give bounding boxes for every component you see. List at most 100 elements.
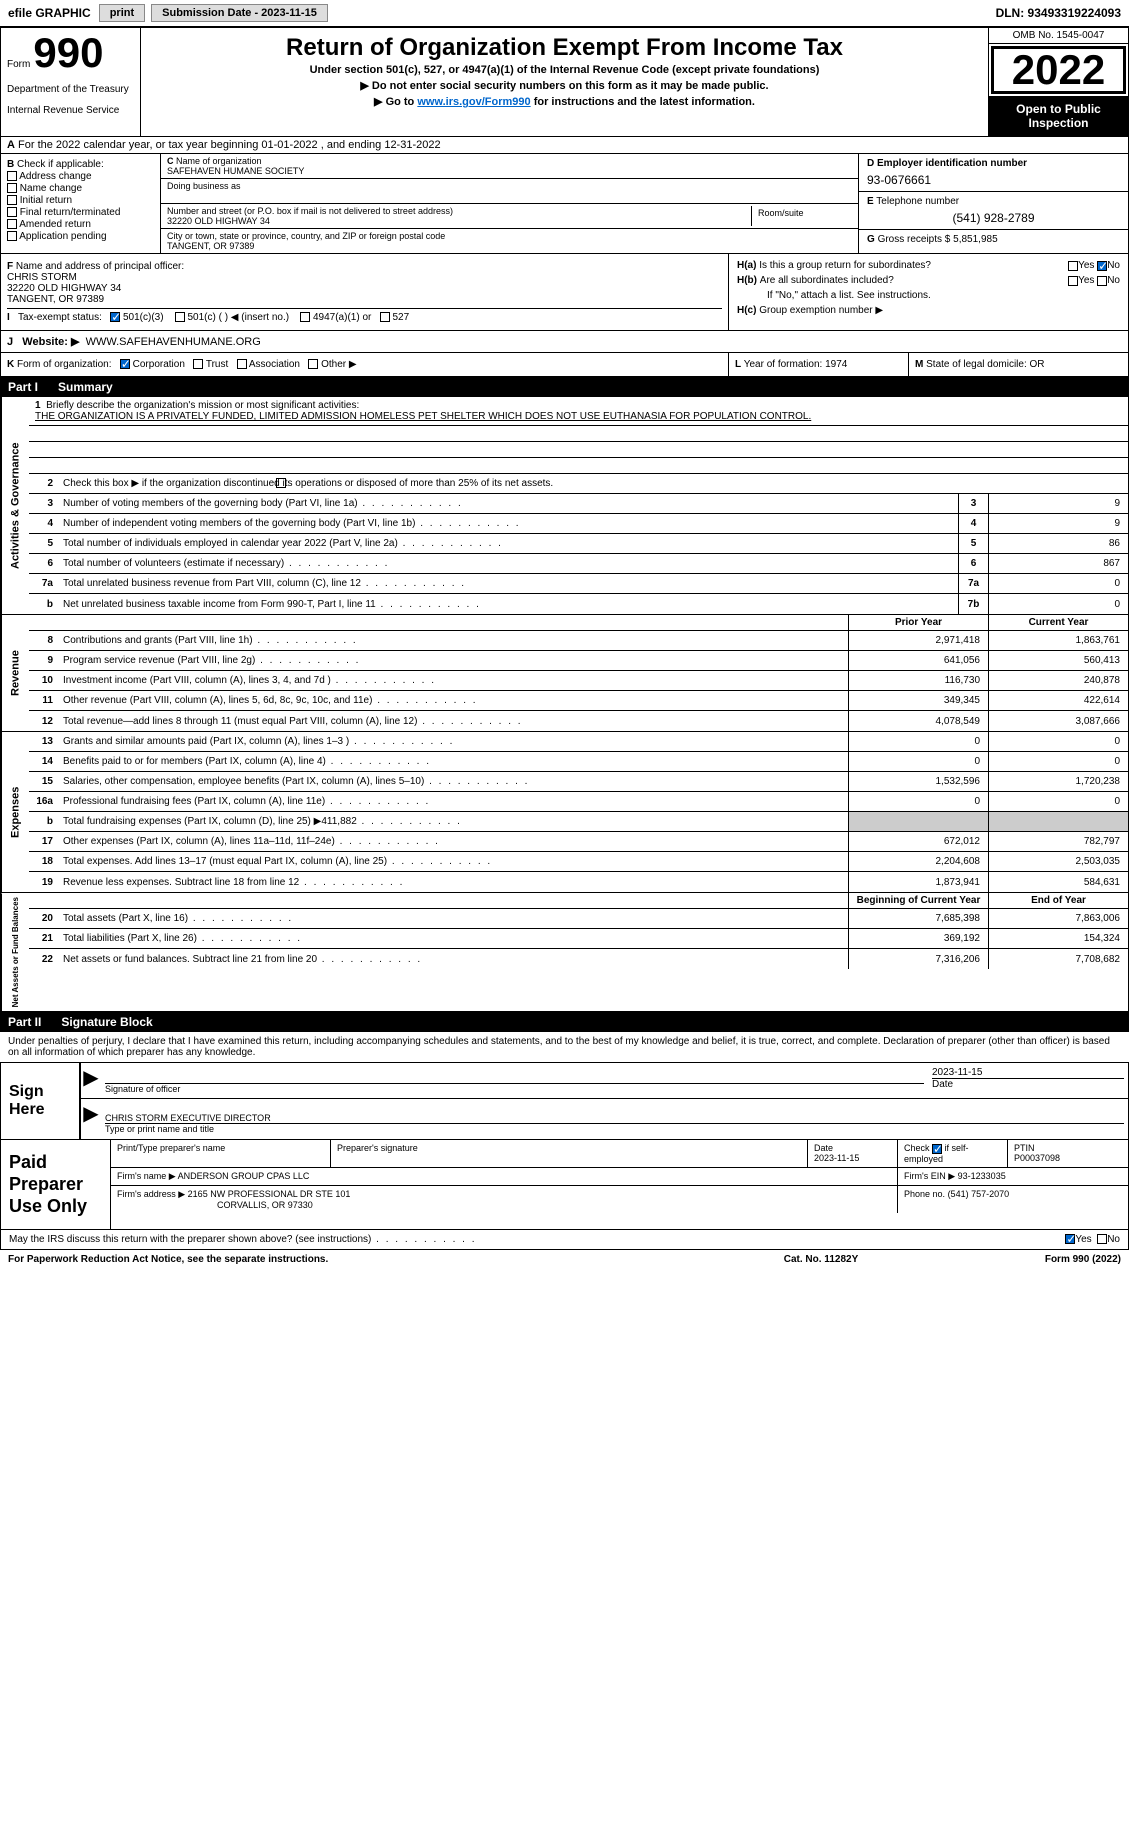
cb-hb-yes[interactable] [1068,276,1078,286]
row-8: 8 Contributions and grants (Part VIII, l… [29,631,1128,651]
year-form: 1974 [825,359,847,370]
prep-check-cell: Check if self-employed [898,1140,1008,1167]
tax-status-row: I Tax-exempt status: 501(c)(3) 501(c) ( … [7,308,722,326]
cb-ha-no[interactable] [1097,261,1107,271]
ha-label: Is this a group return for subordinates? [759,260,1068,271]
cb-initial-return[interactable] [7,195,17,205]
cb-assoc[interactable] [237,359,247,369]
part2-title: Signature Block [61,1015,152,1029]
row-21: 21 Total liabilities (Part X, line 26) 3… [29,929,1128,949]
gov-body: 1 Briefly describe the organization's mi… [29,397,1128,614]
discuss-row: May the IRS discuss this return with the… [0,1230,1129,1250]
cb-hb-no[interactable] [1097,276,1107,286]
letter-f: F [7,261,13,272]
hb-label: Are all subordinates included? [760,275,1068,286]
letter-b: B [7,159,14,170]
dba-row: Doing business as [161,179,858,204]
officer-name: CHRIS STORM [7,272,77,283]
cb-amended[interactable] [7,219,17,229]
dln: DLN: 93493319224093 [996,6,1121,20]
vert-gov: Activities & Governance [1,397,29,614]
phone-row: E Telephone number (541) 928-2789 [859,192,1128,230]
hc-label: Group exemption number ▶ [759,305,883,316]
letter-hb: H(b) [737,275,757,286]
row-20: 20 Total assets (Part X, line 16) 7,685,… [29,909,1128,929]
cb-discontinued[interactable] [276,478,286,488]
line1: 1 Briefly describe the organization's mi… [29,397,1128,426]
print-button[interactable]: print [99,4,145,22]
row-11: 11 Other revenue (Part VIII, column (A),… [29,691,1128,711]
cb-501c3[interactable] [110,312,120,322]
gov-row-7a: 7a Total unrelated business revenue from… [29,574,1128,594]
top-bar: efile GRAPHIC print Submission Date - 20… [0,0,1129,27]
rev-headers: Prior Year Current Year [29,615,1128,631]
cb-discuss-yes[interactable] [1065,1234,1075,1244]
letter-j: J [7,336,13,348]
exp-section: Expenses 13 Grants and similar amounts p… [0,732,1129,893]
letter-l: L [735,359,741,370]
prep-sig-cell: Preparer's signature [331,1140,808,1167]
vert-net: Net Assets or Fund Balances [1,893,29,1011]
addr-row: Number and street (or P.O. box if mail i… [161,204,858,229]
cb-application[interactable] [7,231,17,241]
form-word: Form [7,59,30,70]
irs-link[interactable]: www.irs.gov/Form990 [417,96,530,108]
org-name-row: C Name of organization SAFEHAVEN HUMANE … [161,154,858,179]
exp-body: 13 Grants and similar amounts paid (Part… [29,732,1128,892]
phone: (541) 928-2789 [867,207,1120,225]
dept-treasury: Department of the Treasury [7,84,134,95]
hc-row: H(c) Group exemption number ▶ [737,303,1120,318]
letter-hc: H(c) [737,305,756,316]
form-header: Form 990 Department of the Treasury Inte… [0,27,1129,137]
prep-date-cell: Date2023-11-15 [808,1140,898,1167]
cb-other[interactable] [308,359,318,369]
gov-section: Activities & Governance 1 Briefly descri… [0,397,1129,615]
letter-e: E [867,196,874,207]
org-name: SAFEHAVEN HUMANE SOCIETY [167,166,304,176]
row-12: 12 Total revenue—add lines 8 through 11 … [29,711,1128,731]
cb-501c[interactable] [175,312,185,322]
tax-year-text: For the 2022 calendar year, or tax year … [18,139,441,151]
cb-trust[interactable] [193,359,203,369]
subtitle: Under section 501(c), 527, or 4947(a)(1)… [149,64,980,76]
cb-name-change[interactable] [7,183,17,193]
tax-year: 2022 [991,46,1126,94]
officer-label: Name and address of principal officer: [16,261,184,272]
cb-self-employed[interactable] [932,1144,942,1154]
row-15: 15 Salaries, other compensation, employe… [29,772,1128,792]
state-label: State of legal domicile: [926,359,1027,370]
discuss-q: May the IRS discuss this return with the… [9,1234,1065,1245]
letter-g: G [867,234,875,245]
cb-discuss-no[interactable] [1097,1234,1107,1244]
cb-ha-yes[interactable] [1068,261,1078,271]
net-body: Beginning of Current Year End of Year 20… [29,893,1128,1011]
firm-ein-cell: Firm's EIN ▶ 93-1233035 [898,1168,1128,1185]
instruction-1: Do not enter social security numbers on … [149,79,980,92]
main-title: Return of Organization Exempt From Incom… [149,34,980,62]
instr2-post: for instructions and the latest informat… [531,96,755,108]
gov-row-5: 5 Total number of individuals employed i… [29,534,1128,554]
gross: 5,851,985 [953,234,998,245]
letter-k: K [7,359,14,370]
cb-address-change[interactable] [7,171,17,181]
hdr-begin: Beginning of Current Year [848,893,988,908]
gross-label: Gross receipts $ [878,234,951,245]
irs-label: Internal Revenue Service [7,105,134,116]
addr-label: Number and street (or P.O. box if mail i… [167,206,453,216]
mission-label: Briefly describe the organization's miss… [46,400,359,411]
officer-addr1: 32220 OLD HIGHWAY 34 [7,283,121,294]
rev-body: Prior Year Current Year 8 Contributions … [29,615,1128,731]
form-number: 990 [33,29,103,76]
cb-final-return[interactable] [7,207,17,217]
ein: 93-0676661 [867,169,1120,187]
vert-rev: Revenue [1,615,29,731]
cb-4947[interactable] [300,312,310,322]
column-b: B Check if applicable: Address change Na… [1,154,161,253]
row-10: 10 Investment income (Part VIII, column … [29,671,1128,691]
letter-a: A [7,139,15,151]
cb-corp[interactable] [120,359,130,369]
gov-row-4: 4 Number of independent voting members o… [29,514,1128,534]
ha-row: H(a) Is this a group return for subordin… [737,258,1120,273]
sig-section: Sign Here ▶ Signature of officer 2023-11… [0,1063,1129,1140]
cb-527[interactable] [380,312,390,322]
